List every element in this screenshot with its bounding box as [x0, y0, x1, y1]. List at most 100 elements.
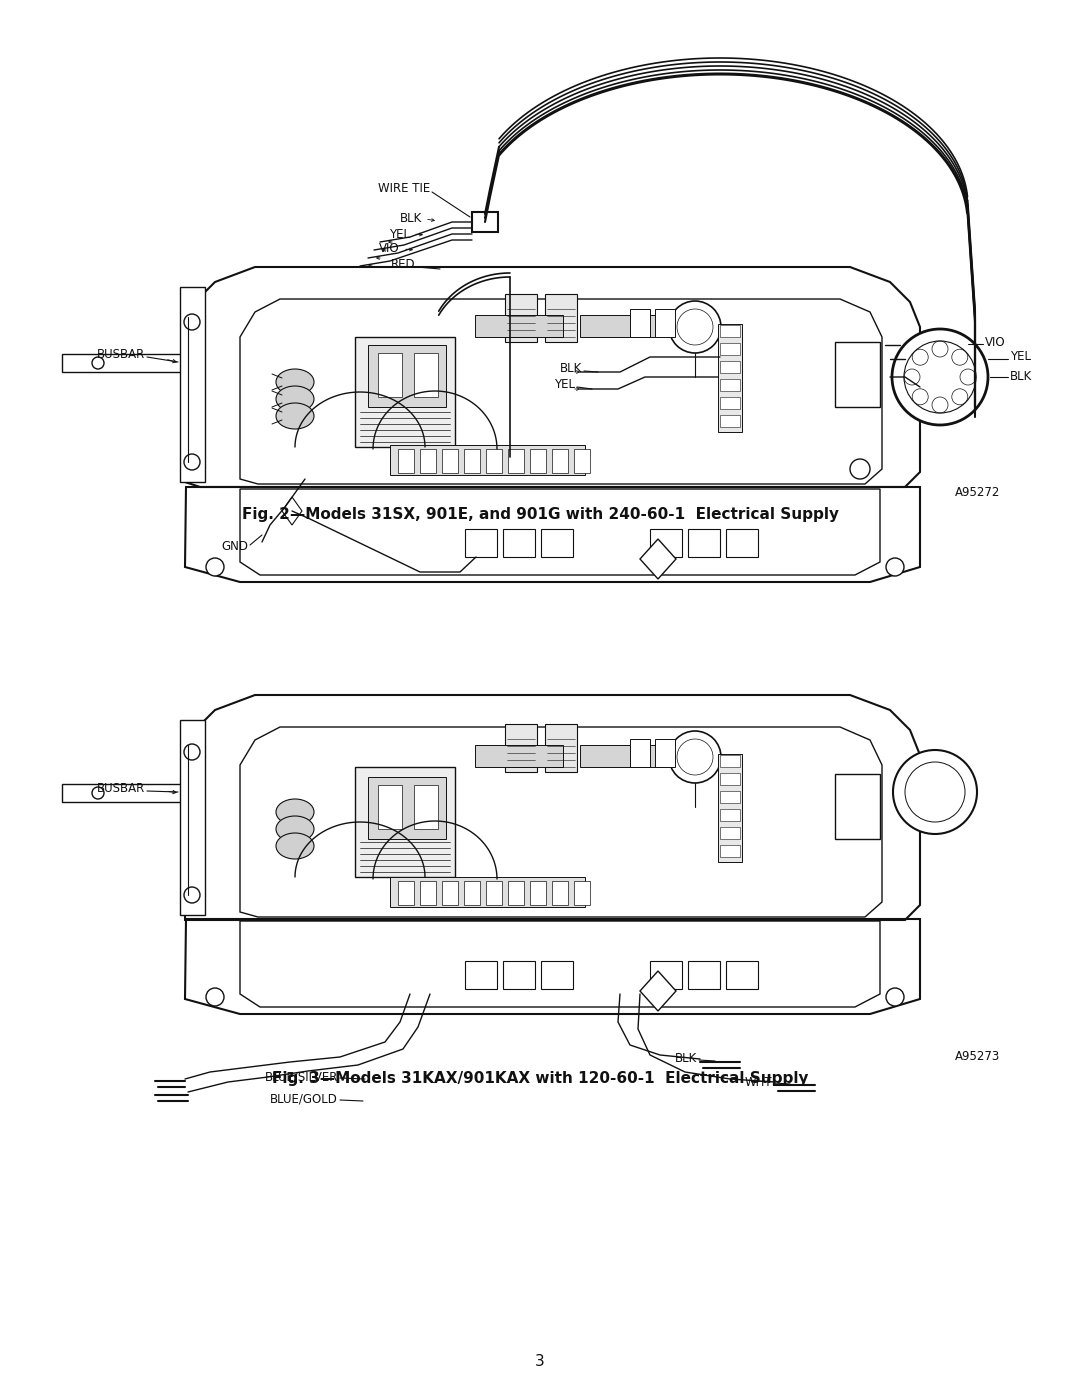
- Polygon shape: [640, 539, 676, 578]
- Bar: [368, 345, 446, 407]
- Bar: [688, 529, 720, 557]
- Bar: [720, 773, 740, 785]
- Circle shape: [669, 731, 721, 782]
- Text: Fig. 2—Models 31SX, 901E, and 901G with 240-60-1  Electrical Supply: Fig. 2—Models 31SX, 901E, and 901G with …: [242, 507, 838, 521]
- Circle shape: [184, 745, 200, 760]
- Circle shape: [206, 988, 224, 1006]
- Bar: [355, 337, 455, 447]
- Bar: [475, 314, 563, 337]
- Text: BLK: BLK: [400, 212, 422, 225]
- Text: BLUE/SILVER: BLUE/SILVER: [265, 1070, 338, 1084]
- Bar: [720, 791, 740, 803]
- Bar: [414, 785, 438, 828]
- Bar: [62, 784, 204, 802]
- Bar: [552, 448, 568, 474]
- Bar: [720, 360, 740, 373]
- Text: WIRE TIE: WIRE TIE: [378, 183, 430, 196]
- Ellipse shape: [276, 402, 314, 429]
- Text: BLK: BLK: [559, 362, 582, 376]
- Bar: [650, 529, 681, 557]
- Bar: [503, 961, 535, 989]
- Bar: [475, 745, 563, 767]
- Circle shape: [92, 787, 104, 799]
- Circle shape: [893, 750, 977, 834]
- Text: BLK: BLK: [675, 1052, 697, 1066]
- Bar: [420, 448, 436, 474]
- Bar: [718, 754, 742, 862]
- Bar: [654, 309, 675, 337]
- Bar: [573, 882, 590, 905]
- Bar: [720, 415, 740, 427]
- Bar: [399, 448, 414, 474]
- Circle shape: [206, 557, 224, 576]
- Bar: [62, 353, 204, 372]
- Bar: [720, 397, 740, 409]
- Text: Fig. 3—Models 31KAX/901KAX with 120-60-1  Electrical Supply: Fig. 3—Models 31KAX/901KAX with 120-60-1…: [272, 1071, 808, 1087]
- Bar: [465, 529, 497, 557]
- Text: YEL: YEL: [554, 379, 575, 391]
- Circle shape: [92, 358, 104, 369]
- Circle shape: [669, 300, 721, 353]
- Bar: [720, 754, 740, 767]
- Bar: [390, 877, 585, 907]
- Bar: [442, 882, 458, 905]
- Ellipse shape: [276, 799, 314, 826]
- Bar: [180, 719, 205, 915]
- Text: BLK: BLK: [1010, 370, 1032, 384]
- Text: 3: 3: [535, 1355, 545, 1369]
- Bar: [530, 882, 546, 905]
- Bar: [486, 448, 502, 474]
- Text: RED: RED: [390, 258, 415, 271]
- Ellipse shape: [276, 386, 314, 412]
- Bar: [654, 739, 675, 767]
- Bar: [505, 293, 537, 342]
- Bar: [414, 353, 438, 397]
- Bar: [720, 827, 740, 840]
- Bar: [505, 724, 537, 773]
- Bar: [688, 961, 720, 989]
- Bar: [530, 448, 546, 474]
- Circle shape: [184, 887, 200, 902]
- Bar: [545, 724, 577, 773]
- Bar: [541, 529, 573, 557]
- Bar: [464, 448, 480, 474]
- Bar: [720, 809, 740, 821]
- Bar: [726, 961, 758, 989]
- Bar: [580, 314, 669, 337]
- Bar: [442, 448, 458, 474]
- Bar: [630, 309, 650, 337]
- Text: GND: GND: [221, 541, 248, 553]
- Bar: [835, 774, 880, 840]
- Text: BLUE/GOLD: BLUE/GOLD: [270, 1092, 338, 1105]
- Text: VIO: VIO: [985, 335, 1005, 348]
- Text: BUSBAR: BUSBAR: [97, 348, 145, 362]
- Circle shape: [184, 454, 200, 469]
- Text: YEL: YEL: [389, 228, 410, 240]
- Text: BUSBAR: BUSBAR: [97, 782, 145, 795]
- Polygon shape: [282, 497, 302, 525]
- Text: A95273: A95273: [955, 1051, 1000, 1063]
- Bar: [180, 286, 205, 482]
- Bar: [464, 882, 480, 905]
- Bar: [630, 739, 650, 767]
- Circle shape: [886, 557, 904, 576]
- Bar: [355, 767, 455, 877]
- Bar: [508, 882, 524, 905]
- Bar: [399, 882, 414, 905]
- Bar: [650, 961, 681, 989]
- Bar: [368, 777, 446, 840]
- Bar: [720, 379, 740, 391]
- Bar: [541, 961, 573, 989]
- Bar: [508, 448, 524, 474]
- Bar: [390, 446, 585, 475]
- Bar: [552, 882, 568, 905]
- Ellipse shape: [276, 369, 314, 395]
- Bar: [720, 326, 740, 337]
- Text: A95272: A95272: [955, 486, 1000, 499]
- Circle shape: [886, 988, 904, 1006]
- Bar: [378, 785, 402, 828]
- Circle shape: [184, 314, 200, 330]
- Bar: [726, 529, 758, 557]
- Text: YEL: YEL: [1010, 351, 1031, 363]
- Ellipse shape: [276, 816, 314, 842]
